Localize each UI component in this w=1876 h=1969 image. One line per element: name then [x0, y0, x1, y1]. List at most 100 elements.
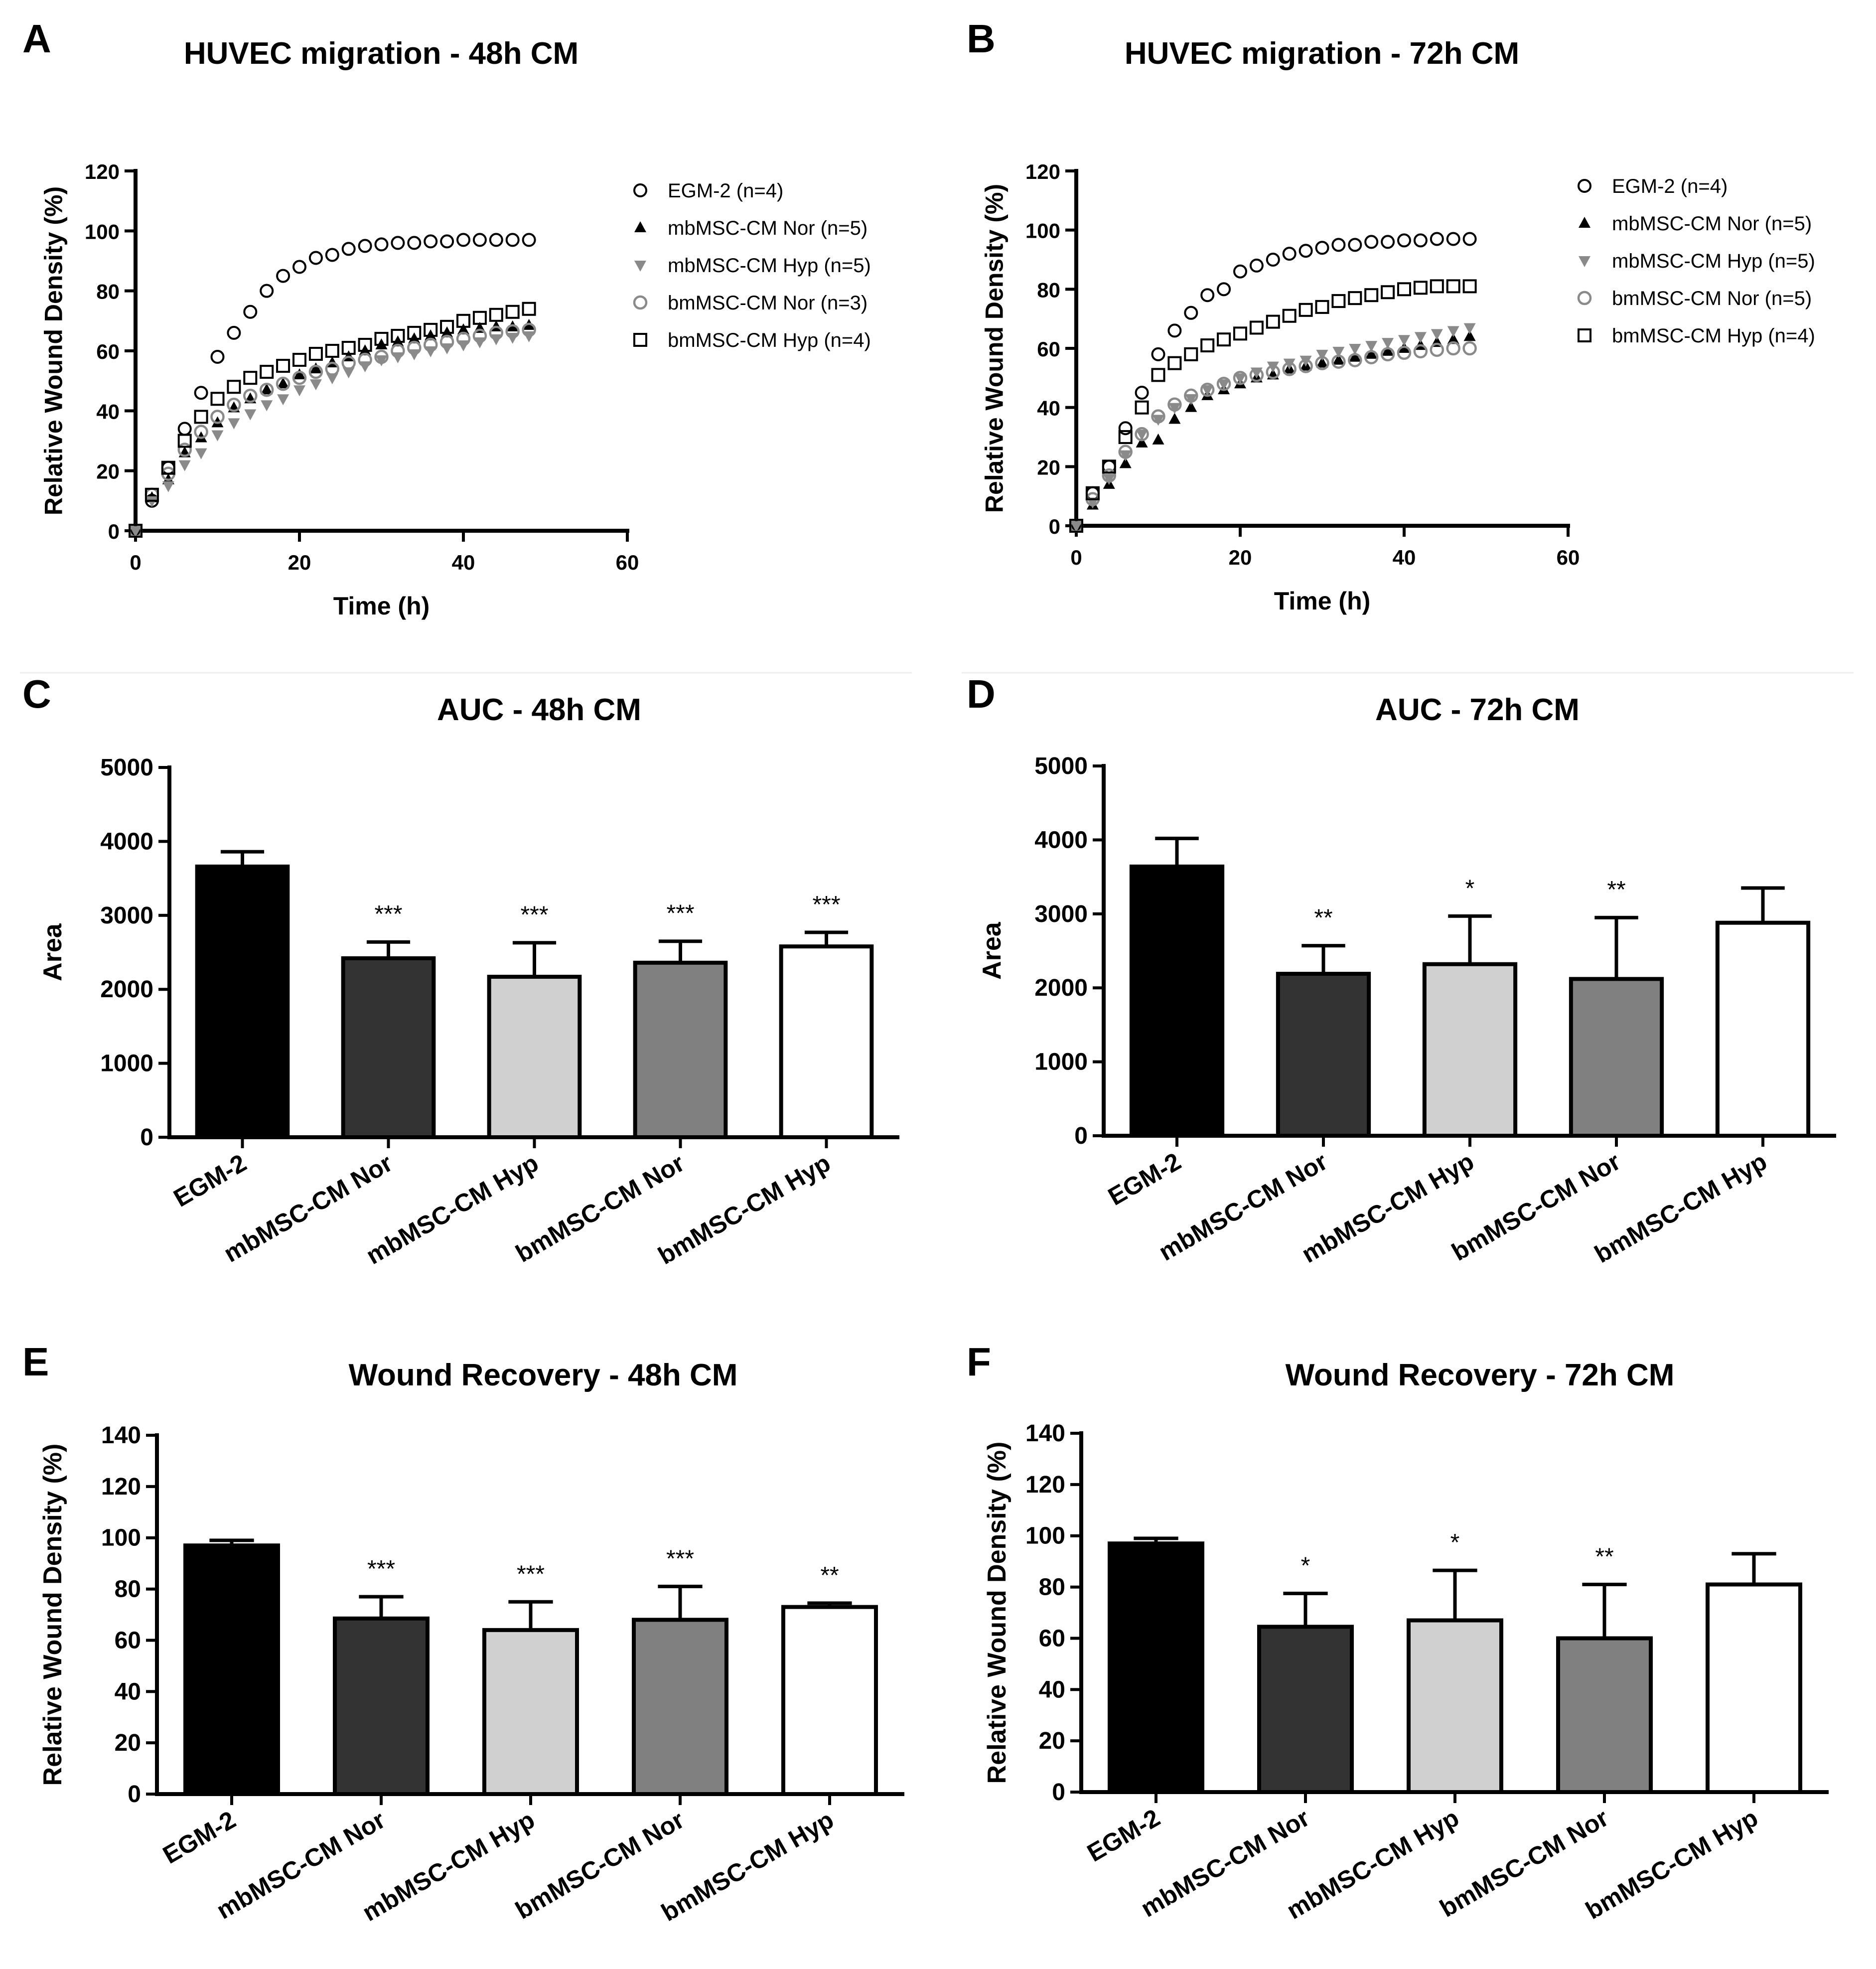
marker-gray-circle	[1102, 468, 1117, 483]
bar	[781, 1605, 878, 1797]
marker-gray-circle	[1430, 342, 1444, 357]
marker-open-square	[341, 340, 356, 355]
panel-f: F Wound Recovery - 72h CM 0 20 40 60 80 100 120 1…	[967, 1340, 1829, 1925]
marker-triangle-down	[634, 261, 646, 272]
marker-triangle-up	[1579, 217, 1590, 228]
y-tick-label: 0	[1074, 1123, 1088, 1149]
y-tick-label: 3000	[1034, 901, 1088, 927]
significance-label: ***	[812, 892, 840, 918]
significance-label: *	[1301, 1552, 1310, 1579]
marker-gray-circle	[358, 352, 372, 367]
marker-open-circle	[456, 233, 470, 247]
marker-triangle-down	[342, 367, 355, 379]
y-tick-label: 100	[85, 220, 120, 243]
y-tick-label: 120	[1025, 1472, 1065, 1498]
marker-gray-circle	[1216, 376, 1231, 391]
marker-open-square	[1069, 519, 1083, 533]
marker-open-circle	[1331, 238, 1346, 252]
marker-triangle-down	[1431, 329, 1443, 340]
marker-open-circle	[440, 234, 454, 249]
marker-triangle-down	[1218, 379, 1230, 391]
marker-open-square	[1364, 288, 1379, 303]
marker-gray-circle	[308, 364, 323, 379]
y-axis-label: Relative Wound Density (%)	[38, 1444, 67, 1786]
marker-triangle-up	[634, 221, 646, 232]
marker-open-square	[1184, 347, 1198, 361]
marker-gray-circle	[1348, 353, 1362, 367]
marker-triangle-up	[277, 377, 289, 389]
marker-open-square	[1266, 314, 1280, 329]
panel-e: E Wound Recovery - 48h CM 0 20 40 60 80 100 120 1…	[22, 1340, 904, 1927]
marker-triangle-down	[162, 481, 174, 492]
marker-open-square	[1118, 430, 1133, 444]
marker-open-square	[1462, 279, 1477, 294]
marker-gray-circle	[1397, 345, 1412, 360]
category-label: EGM-2	[1082, 1804, 1164, 1867]
x-tick-label: 40	[1393, 546, 1416, 569]
chart-title: Wound Recovery - 48h CM	[349, 1358, 738, 1392]
marker-triangle-up	[1316, 356, 1328, 368]
marker-triangle-down	[178, 460, 191, 471]
marker-gray-circle	[1331, 354, 1346, 369]
significance-label: **	[820, 1562, 839, 1589]
category-label: EGM-2	[158, 1806, 240, 1869]
marker-triangle-down	[1119, 450, 1132, 461]
marker-open-square	[472, 310, 487, 325]
marker-triangle-down	[130, 526, 142, 537]
marker-open-circle	[407, 236, 422, 250]
marker-open-circle	[210, 350, 225, 364]
y-tick-label: 40	[96, 400, 120, 423]
chart-title: HUVEC migration - 72h CM	[1125, 36, 1519, 71]
bar	[1276, 972, 1371, 1138]
marker-triangle-down	[1382, 338, 1394, 349]
marker-gray-circle	[1200, 382, 1215, 397]
marker-triangle-up	[1349, 350, 1361, 362]
bar	[632, 1618, 728, 1796]
marker-open-square	[1102, 459, 1116, 474]
marker-gray-circle	[1233, 371, 1248, 385]
marker-gray-circle	[391, 343, 405, 358]
bar	[1129, 864, 1225, 1138]
marker-open-square	[1315, 300, 1329, 314]
marker-open-circle	[1446, 232, 1460, 246]
marker-gray-circle	[177, 443, 192, 457]
marker-triangle-down	[1332, 346, 1345, 358]
marker-triangle-down	[244, 409, 257, 421]
bar	[1569, 977, 1664, 1138]
marker-open-circle	[1233, 264, 1247, 279]
marker-open-square	[1430, 279, 1444, 294]
panel-b: B HUVEC migration - 72h CM 0 20 40 60 80 100 120…	[967, 16, 1815, 615]
marker-open-circle	[1430, 232, 1444, 246]
marker-triangle-up	[457, 323, 469, 334]
marker-triangle-down	[1136, 430, 1148, 441]
category-label: EGM-2	[169, 1149, 251, 1212]
bar	[1715, 920, 1811, 1138]
marker-triangle-down	[326, 373, 338, 385]
series-0	[1069, 232, 1477, 533]
y-tick-label: 60	[96, 340, 120, 363]
bar	[183, 1543, 280, 1796]
y-tick-label: 60	[1037, 337, 1060, 361]
y-tick-label: 140	[1025, 1420, 1065, 1447]
marker-open-circle	[424, 234, 438, 249]
marker-triangle-down	[1463, 323, 1476, 334]
y-axis-label: Relative Wound Density (%)	[40, 186, 68, 515]
marker-open-circle	[325, 248, 339, 262]
marker-triangle-down	[1201, 385, 1214, 397]
panel-letter: E	[22, 1340, 49, 1384]
chart-title: Wound Recovery - 72h CM	[1286, 1358, 1675, 1392]
chart-title: HUVEC migration - 48h CM	[184, 36, 578, 71]
marker-gray-circle	[407, 340, 422, 355]
marker-triangle-down	[1103, 474, 1115, 485]
bar	[1422, 962, 1518, 1138]
marker-open-circle	[1184, 305, 1198, 320]
x-tick-label: 60	[616, 551, 639, 574]
marker-open-circle	[1167, 323, 1182, 338]
marker-open-circle	[1217, 282, 1231, 297]
marker-open-circle	[1266, 253, 1280, 267]
marker-triangle-down	[277, 394, 289, 406]
marker-open-circle	[1282, 247, 1297, 261]
marker-open-square	[456, 313, 470, 328]
marker-open-square	[1085, 486, 1100, 500]
